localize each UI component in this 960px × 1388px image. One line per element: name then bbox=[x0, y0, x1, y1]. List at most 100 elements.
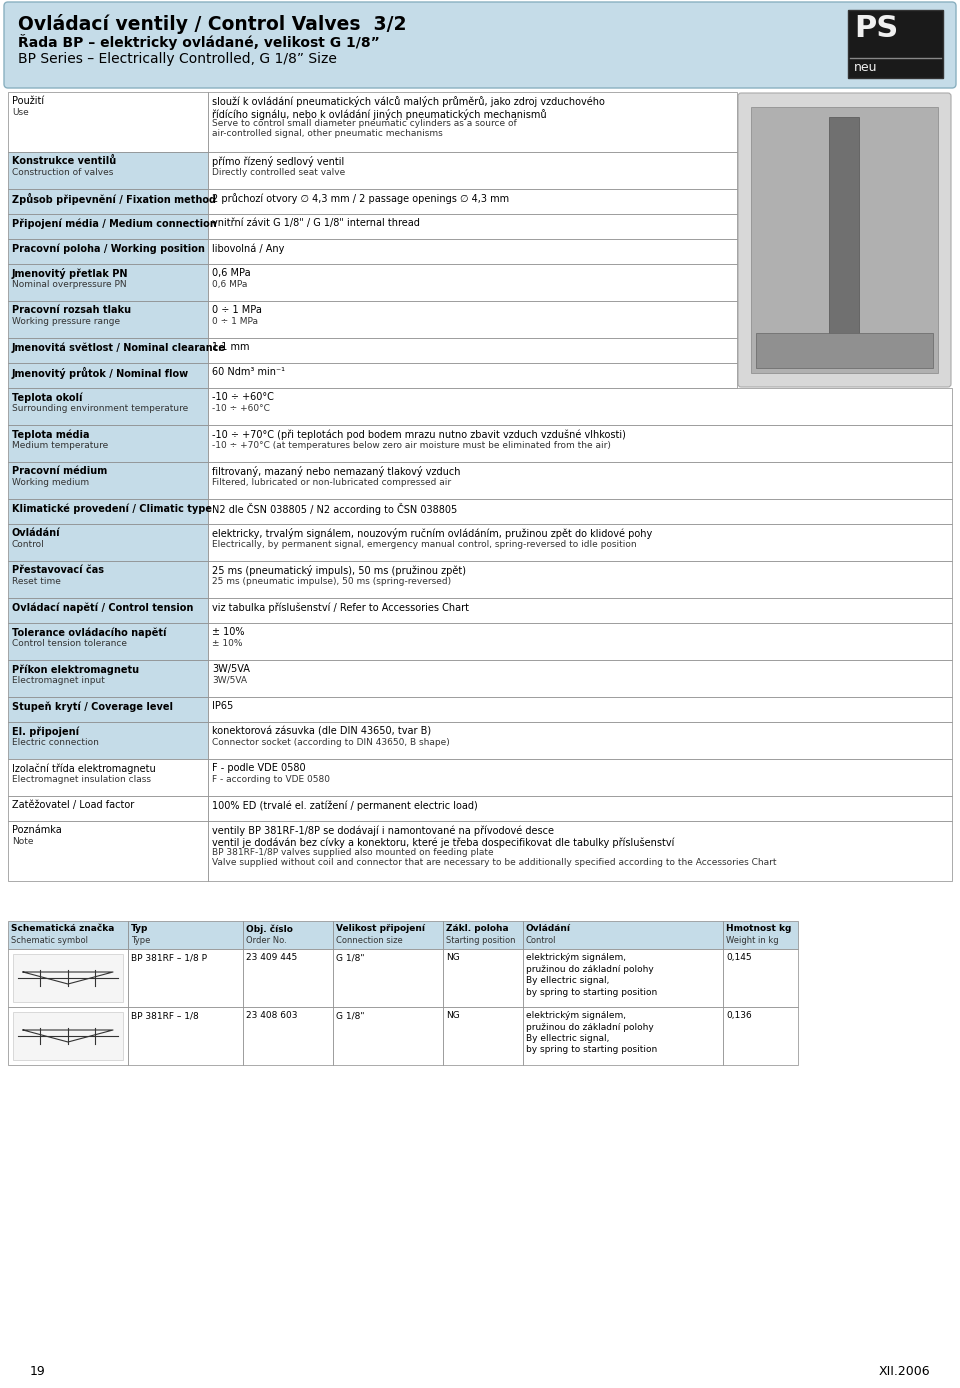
Text: přímo řízený sedlový ventil: přímo řízený sedlový ventil bbox=[212, 155, 345, 167]
Text: Přestavovací čas: Přestavovací čas bbox=[12, 565, 104, 575]
Text: Velikost připojení: Velikost připojení bbox=[336, 924, 425, 933]
Text: Pracovní poloha / Working position: Pracovní poloha / Working position bbox=[12, 243, 204, 254]
Bar bbox=[8, 525, 208, 561]
Text: Hmotnost kg: Hmotnost kg bbox=[726, 924, 791, 933]
Text: Jmenovitá světlost / Nominal clearance: Jmenovitá světlost / Nominal clearance bbox=[12, 341, 226, 353]
Bar bbox=[208, 92, 737, 153]
Bar bbox=[208, 500, 952, 525]
Bar bbox=[8, 153, 208, 189]
Text: F - podle VDE 0580: F - podle VDE 0580 bbox=[212, 763, 305, 773]
Bar bbox=[208, 820, 952, 881]
Bar bbox=[8, 795, 208, 820]
Text: Construction of valves: Construction of valves bbox=[12, 168, 113, 176]
Text: Příkon elektromagnetu: Příkon elektromagnetu bbox=[12, 663, 139, 675]
Text: 0,145: 0,145 bbox=[726, 954, 752, 962]
Bar bbox=[128, 949, 243, 1008]
Text: Control tension tolerance: Control tension tolerance bbox=[12, 638, 127, 647]
Bar bbox=[208, 189, 737, 214]
Text: viz tabulka příslušenství / Refer to Accessories Chart: viz tabulka příslušenství / Refer to Acc… bbox=[212, 602, 469, 612]
Text: Working medium: Working medium bbox=[12, 477, 89, 487]
Bar bbox=[128, 1008, 243, 1065]
Text: F - according to VDE 0580: F - according to VDE 0580 bbox=[212, 775, 330, 783]
Text: N2 dle ČSN 038805 / N2 according to ČSN 038805: N2 dle ČSN 038805 / N2 according to ČSN … bbox=[212, 502, 457, 515]
Text: 23 408 603: 23 408 603 bbox=[246, 1010, 298, 1020]
Text: G 1/8": G 1/8" bbox=[336, 1010, 365, 1020]
Text: ventily BP 381RF-1/8P se dodávají i namontované na přívodové desce
ventil je dod: ventily BP 381RF-1/8P se dodávají i namo… bbox=[212, 824, 674, 848]
Text: Stupeň krytí / Coverage level: Stupeň krytí / Coverage level bbox=[12, 701, 173, 712]
Bar bbox=[8, 339, 208, 364]
Bar bbox=[13, 954, 123, 1002]
Text: NG: NG bbox=[446, 954, 460, 962]
Text: Klimatické provedení / Climatic type: Klimatické provedení / Climatic type bbox=[12, 502, 212, 514]
Bar bbox=[8, 561, 208, 598]
Text: IP65: IP65 bbox=[212, 701, 233, 711]
Bar bbox=[8, 500, 208, 525]
Text: Zákl. poloha: Zákl. poloha bbox=[446, 924, 509, 933]
Text: Surrounding environment temperature: Surrounding environment temperature bbox=[12, 404, 188, 412]
Text: neu: neu bbox=[854, 61, 877, 74]
Text: 2 průchozí otvory ∅ 4,3 mm / 2 passage openings ∅ 4,3 mm: 2 průchozí otvory ∅ 4,3 mm / 2 passage o… bbox=[212, 193, 509, 204]
FancyBboxPatch shape bbox=[4, 1, 956, 87]
Bar bbox=[208, 462, 952, 500]
Text: 23 409 445: 23 409 445 bbox=[246, 954, 298, 962]
Bar bbox=[8, 462, 208, 500]
Text: Pracovní rozsah tlaku: Pracovní rozsah tlaku bbox=[12, 305, 132, 315]
Bar bbox=[723, 922, 798, 949]
Text: pružinou do základní polohy: pružinou do základní polohy bbox=[526, 965, 654, 973]
Bar bbox=[208, 214, 737, 239]
Text: Ovládací ventily / Control Valves  3/2: Ovládací ventily / Control Valves 3/2 bbox=[18, 14, 406, 33]
Text: Teplota média: Teplota média bbox=[12, 429, 89, 440]
Text: Schematická značka: Schematická značka bbox=[11, 924, 114, 933]
Text: libovolná / Any: libovolná / Any bbox=[212, 243, 284, 254]
Bar bbox=[208, 759, 952, 795]
Bar bbox=[829, 117, 859, 364]
Bar bbox=[208, 697, 952, 722]
Bar bbox=[8, 189, 208, 214]
Bar bbox=[8, 722, 208, 759]
Bar bbox=[8, 92, 208, 153]
Text: BP 381RF-1/8P valves supplied also mounted on feeding plate
Valve supplied witho: BP 381RF-1/8P valves supplied also mount… bbox=[212, 848, 777, 868]
Bar bbox=[8, 661, 208, 697]
FancyBboxPatch shape bbox=[738, 93, 951, 387]
Bar bbox=[208, 339, 737, 364]
Text: Connector socket (according to DIN 43650, B shape): Connector socket (according to DIN 43650… bbox=[212, 737, 449, 747]
Text: Teplota okolí: Teplota okolí bbox=[12, 391, 83, 403]
Text: Use: Use bbox=[12, 107, 29, 117]
Text: -10 ÷ +70°C (při teplotách pod bodem mrazu nutno zbavit vzduch vzdušné vlhkosti): -10 ÷ +70°C (při teplotách pod bodem mra… bbox=[212, 429, 626, 440]
Text: 25 ms (pneumatic impulse), 50 ms (spring-reversed): 25 ms (pneumatic impulse), 50 ms (spring… bbox=[212, 576, 451, 586]
Bar bbox=[756, 333, 933, 368]
Bar bbox=[208, 301, 737, 339]
Text: Electromagnet insulation class: Electromagnet insulation class bbox=[12, 775, 151, 783]
Bar bbox=[208, 364, 737, 389]
Text: Electric connection: Electric connection bbox=[12, 737, 99, 747]
Text: Nominal overpressure PN: Nominal overpressure PN bbox=[12, 279, 127, 289]
Text: Working pressure range: Working pressure range bbox=[12, 316, 120, 326]
Text: NG: NG bbox=[446, 1010, 460, 1020]
Text: G 1/8": G 1/8" bbox=[336, 954, 365, 962]
Text: 0 ÷ 1 MPa: 0 ÷ 1 MPa bbox=[212, 316, 258, 326]
Text: ± 10%: ± 10% bbox=[212, 638, 243, 647]
Text: vnitřní závit G 1/8" / G 1/8" internal thread: vnitřní závit G 1/8" / G 1/8" internal t… bbox=[212, 218, 420, 228]
Text: BP Series – Electrically Controlled, G 1/8” Size: BP Series – Electrically Controlled, G 1… bbox=[18, 51, 337, 67]
Text: elektricky, trvalým signálem, nouzovým ručním ovládáním, pružinou zpět do klidov: elektricky, trvalým signálem, nouzovým r… bbox=[212, 527, 652, 539]
Text: Obj. číslo: Obj. číslo bbox=[246, 924, 293, 934]
Bar bbox=[523, 1008, 723, 1065]
Text: BP 381RF – 1/8 P: BP 381RF – 1/8 P bbox=[131, 954, 207, 962]
Bar bbox=[8, 364, 208, 389]
Bar bbox=[8, 389, 208, 425]
Bar bbox=[8, 239, 208, 264]
Text: elektrickým signálem,: elektrickým signálem, bbox=[526, 954, 626, 962]
Bar bbox=[243, 1008, 333, 1065]
Bar bbox=[13, 1012, 123, 1060]
Bar bbox=[443, 949, 523, 1008]
Bar bbox=[208, 623, 952, 661]
Text: by spring to starting position: by spring to starting position bbox=[526, 987, 658, 997]
Bar bbox=[8, 264, 208, 301]
Text: Typ: Typ bbox=[131, 924, 149, 933]
Text: Note: Note bbox=[12, 837, 34, 845]
Text: -10 ÷ +70°C (at temperatures below zero air moisture must be eliminated from the: -10 ÷ +70°C (at temperatures below zero … bbox=[212, 440, 611, 450]
Text: Tolerance ovládacího napětí: Tolerance ovládacího napětí bbox=[12, 627, 166, 637]
Bar bbox=[8, 301, 208, 339]
Text: 0,6 MPa: 0,6 MPa bbox=[212, 279, 248, 289]
Text: Serve to control small diameter pneumatic cylinders as a source of
air-controlle: Serve to control small diameter pneumati… bbox=[212, 119, 516, 139]
